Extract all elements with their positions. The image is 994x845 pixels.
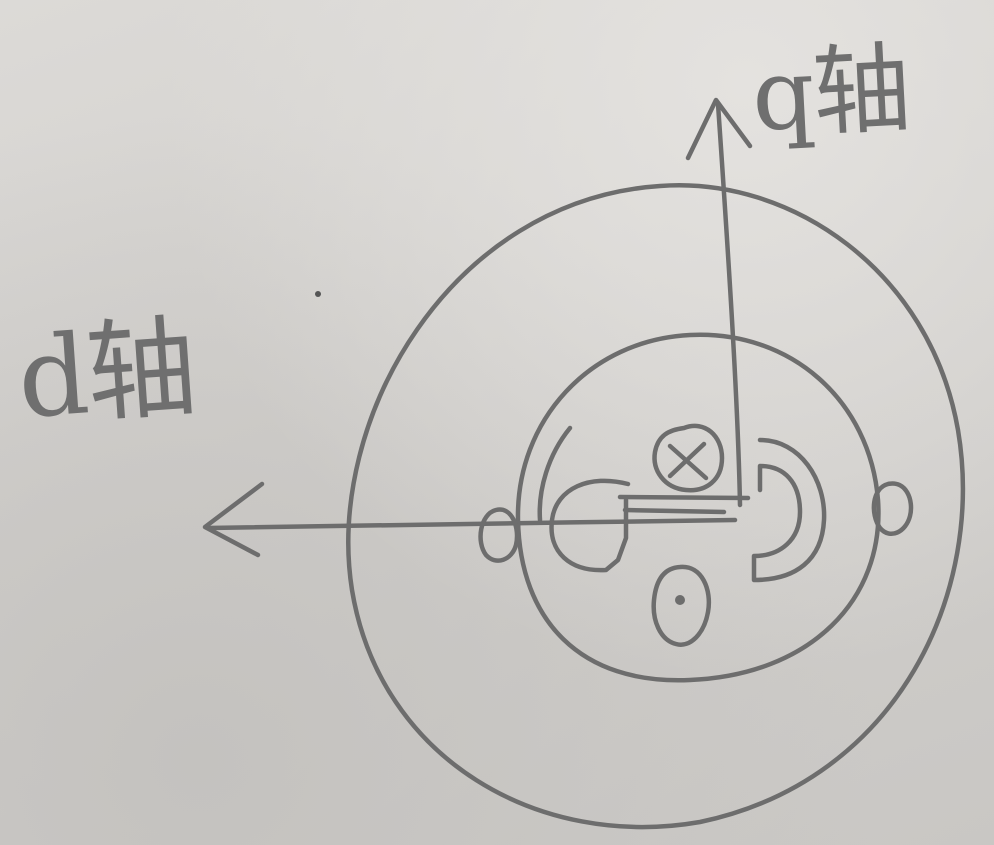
outer-circle — [348, 185, 963, 827]
left-slot — [481, 510, 517, 561]
d-axis-line — [208, 520, 735, 528]
q-axis-label: q轴 — [750, 40, 912, 146]
d-axis-arrowhead — [205, 484, 262, 555]
inner-axis-stroke — [620, 497, 748, 512]
right-magnet — [754, 440, 824, 580]
current-out-of-page-symbol — [654, 567, 709, 645]
d-axis-label: d轴 — [14, 312, 198, 434]
stray-mark — [315, 291, 321, 297]
center-dot — [675, 595, 685, 605]
left-magnet — [552, 481, 628, 570]
cross-mark — [670, 444, 706, 478]
